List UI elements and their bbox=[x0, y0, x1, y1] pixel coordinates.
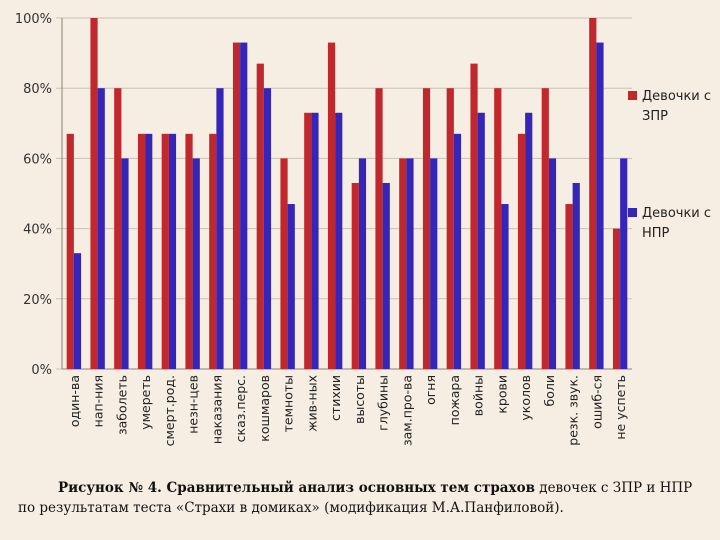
x-category-label: нап-ния bbox=[91, 375, 106, 427]
x-category-label: высоты bbox=[352, 375, 367, 424]
x-category-label: резк. звук. bbox=[566, 375, 581, 446]
x-category-label: войны bbox=[471, 375, 486, 416]
y-tick-label: 0% bbox=[31, 363, 52, 378]
legend-label: Девочки с bbox=[642, 89, 711, 104]
bar bbox=[114, 88, 122, 369]
bar bbox=[612, 228, 621, 369]
bar bbox=[572, 182, 580, 369]
bar bbox=[145, 133, 153, 369]
bar bbox=[168, 133, 177, 369]
bar bbox=[422, 88, 431, 369]
y-tick-label: 20% bbox=[23, 293, 52, 308]
legend-label: НПР bbox=[642, 226, 670, 241]
bar bbox=[121, 158, 129, 369]
bar bbox=[470, 63, 478, 369]
chart: 0% 20% 40% 60% 80% 100% один-ва нап-ния заболеть… bbox=[15, 12, 711, 446]
bar bbox=[501, 204, 509, 369]
bar bbox=[446, 88, 454, 369]
bar bbox=[525, 112, 533, 370]
bar bbox=[137, 133, 146, 369]
bar bbox=[406, 158, 414, 369]
bar bbox=[192, 158, 200, 369]
bar bbox=[596, 42, 604, 369]
bar bbox=[66, 133, 74, 369]
bar bbox=[335, 112, 343, 370]
bar bbox=[311, 112, 319, 370]
x-category-label: глубины bbox=[376, 375, 391, 431]
x-category-label: зам.про-ва bbox=[399, 375, 414, 446]
x-category-label: ошиб-ся bbox=[589, 375, 604, 429]
x-category-label: жив-ных bbox=[304, 375, 319, 432]
bar bbox=[256, 63, 264, 369]
bar bbox=[97, 88, 105, 369]
bar bbox=[399, 158, 407, 369]
x-category-label: огня bbox=[423, 375, 438, 405]
bar bbox=[73, 253, 82, 369]
bar bbox=[185, 133, 193, 369]
x-category-label: один-ва bbox=[67, 375, 82, 427]
y-tick-label: 100% bbox=[15, 12, 52, 27]
x-category-label: темноты bbox=[281, 375, 296, 432]
x-category-label: крови bbox=[494, 375, 509, 414]
bar bbox=[620, 158, 628, 369]
caption-bold: Рисунок № 4. Сравнительный анализ основн… bbox=[58, 480, 535, 496]
bar bbox=[327, 42, 336, 369]
bar bbox=[430, 158, 438, 369]
x-category-label: сказ.перс. bbox=[233, 375, 248, 442]
legend-swatch bbox=[628, 208, 637, 217]
bar bbox=[280, 158, 288, 369]
legend-label: Девочки с bbox=[642, 206, 711, 221]
y-tick-label: 60% bbox=[23, 152, 52, 167]
bar bbox=[517, 133, 526, 369]
bar bbox=[382, 182, 390, 369]
bar bbox=[351, 182, 359, 369]
x-category-label: пожара bbox=[447, 375, 462, 425]
bar bbox=[287, 204, 295, 369]
y-tick-label: 40% bbox=[23, 223, 52, 238]
bar-chart: 0% 20% 40% 60% 80% 100% один-ва нап-ния заболеть… bbox=[15, 12, 711, 446]
bar bbox=[216, 88, 224, 369]
bar bbox=[541, 88, 549, 369]
x-category-label: стихии bbox=[328, 375, 343, 421]
bar bbox=[565, 204, 573, 369]
bar bbox=[240, 42, 248, 369]
bar bbox=[304, 112, 312, 370]
x-category-label: наказания bbox=[209, 375, 224, 444]
x-category-label: кошмаров bbox=[257, 375, 272, 442]
bar bbox=[90, 18, 98, 369]
bar bbox=[161, 133, 169, 369]
bar bbox=[232, 42, 241, 369]
figure-caption: Рисунок № 4. Сравнительный анализ основн… bbox=[18, 478, 708, 518]
bar bbox=[453, 133, 462, 369]
bar bbox=[263, 88, 272, 369]
x-category-label: умереть bbox=[138, 375, 153, 430]
bar bbox=[548, 158, 557, 369]
legend-label: ЗПР bbox=[642, 109, 668, 124]
bar bbox=[494, 88, 502, 369]
legend-swatch bbox=[628, 91, 637, 100]
x-category-label: заболеть bbox=[114, 375, 129, 435]
x-category-label: незн-цев bbox=[186, 375, 201, 434]
bar bbox=[209, 133, 217, 369]
bar bbox=[358, 158, 367, 369]
x-category-label: смерт.род. bbox=[162, 375, 177, 446]
x-category-label: не успеть bbox=[613, 375, 628, 440]
x-category-label: уколов bbox=[518, 375, 533, 421]
y-tick-label: 80% bbox=[23, 82, 52, 97]
x-category-label: боли bbox=[542, 375, 557, 406]
bar bbox=[589, 18, 597, 369]
bar bbox=[375, 88, 383, 369]
caption-text: девочек с ЗПР и НПР по результатам теста… bbox=[18, 480, 693, 516]
bar bbox=[477, 112, 485, 370]
